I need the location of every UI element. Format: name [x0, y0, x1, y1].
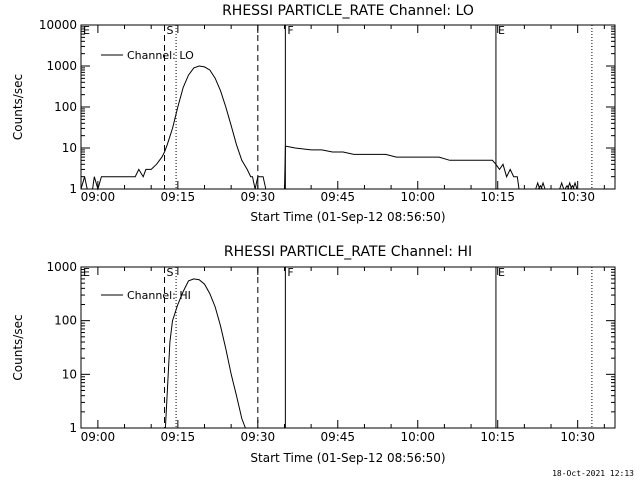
y-axis-label: Counts/sec: [11, 74, 25, 140]
y-tick-label: 1000: [46, 260, 77, 274]
event-marker-label: S: [167, 266, 174, 279]
y-axis-label: Counts/sec: [11, 314, 25, 380]
y-tick-label: 10: [62, 141, 77, 155]
x-tick-label: 10:00: [400, 190, 435, 204]
y-tick-label: 1000: [46, 59, 77, 73]
event-marker-label: E: [498, 24, 505, 37]
event-marker-label: F: [287, 266, 293, 279]
legend-label: Channel: LO: [127, 49, 194, 62]
data-spike: [572, 181, 578, 190]
chart-title: RHESSI PARTICLE_RATE Channel: HI: [224, 244, 472, 260]
y-tick-label: 100: [54, 100, 77, 114]
x-tick-label: 10:15: [480, 430, 515, 444]
y-tick-label: 10000: [39, 18, 77, 32]
x-tick-label: 09:00: [81, 190, 116, 204]
x-tick-label: 09:45: [320, 430, 355, 444]
data-spike: [540, 181, 546, 190]
y-tick-label: 1: [69, 421, 77, 435]
x-tick-label: 09:30: [241, 430, 276, 444]
event-marker-label: E: [83, 24, 90, 37]
series-line: [80, 65, 520, 191]
x-tick-label: 09:15: [161, 430, 196, 444]
footer-timestamp: 18-Oct-2021 12:13: [552, 469, 634, 478]
x-tick-label: 10:00: [400, 430, 435, 444]
event-marker-label: S: [167, 24, 174, 37]
x-tick-label: 10:15: [480, 190, 515, 204]
event-marker-label: E: [498, 266, 505, 279]
data-spike: [559, 181, 565, 190]
x-tick-label: 09:00: [81, 430, 116, 444]
x-axis-label: Start Time (01-Sep-12 08:56:50): [250, 451, 445, 465]
x-tick-label: 09:45: [320, 190, 355, 204]
x-axis-label: Start Time (01-Sep-12 08:56:50): [250, 210, 445, 224]
y-tick-label: 1: [69, 182, 77, 196]
event-marker-label: F: [287, 24, 293, 37]
y-tick-label: 100: [54, 314, 77, 328]
event-marker-label: E: [83, 266, 90, 279]
x-tick-label: 10:30: [560, 430, 595, 444]
x-tick-label: 09:30: [241, 190, 276, 204]
chart-title: RHESSI PARTICLE_RATE Channel: LO: [222, 3, 474, 19]
y-tick-label: 10: [62, 367, 77, 381]
x-tick-label: 09:15: [161, 190, 196, 204]
x-tick-label: 10:30: [560, 190, 595, 204]
series-line: [164, 278, 246, 429]
legend-label: Channel: HI: [127, 289, 191, 302]
